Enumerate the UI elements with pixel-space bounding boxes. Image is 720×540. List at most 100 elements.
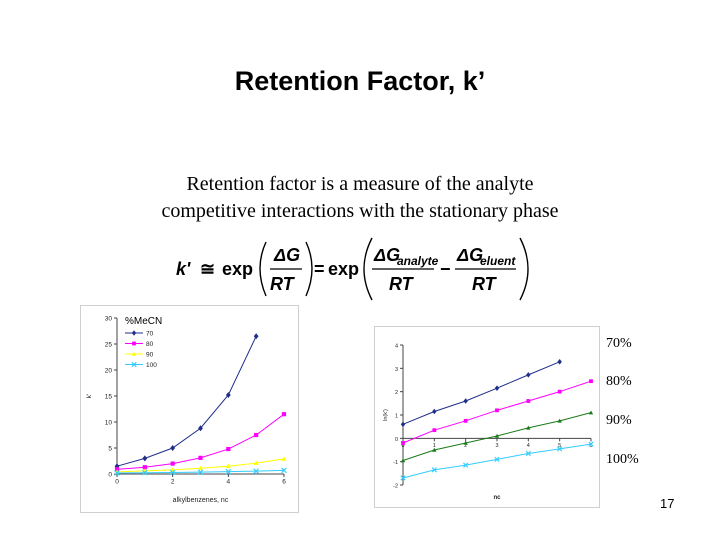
y-tick-label: 20: [105, 368, 113, 375]
formula-rt-1: RT: [270, 274, 296, 294]
data-point-s0-2: [463, 398, 468, 404]
formula-sub-analyte: analyte: [397, 254, 439, 268]
data-point-s1-4: [226, 446, 231, 452]
data-point-s1-6: [281, 412, 287, 417]
data-point-s3-2: [463, 462, 469, 468]
legend-title: %MeCN: [125, 316, 162, 327]
data-point-s1-6: [589, 379, 593, 384]
data-point-s2-0: [400, 458, 406, 463]
data-point-s2-5: [253, 460, 259, 465]
y-tick-label: 15: [105, 394, 113, 401]
data-point-s1-5: [254, 432, 259, 438]
x-tick-label: 6: [282, 479, 286, 486]
formula-equals: =: [314, 259, 325, 279]
formula-delta-g-eluent: ΔG: [456, 245, 483, 265]
series-line-3: [402, 443, 592, 479]
x-tick-label: 4: [227, 479, 231, 486]
data-point-s3-0: [400, 475, 406, 481]
data-point-s1-3: [495, 408, 499, 413]
x-axis-label: alkylbenzenes, nc: [173, 497, 229, 504]
data-point-s1-5: [557, 389, 562, 394]
data-point-s3-1: [142, 469, 148, 476]
data-point-s1-0: [401, 441, 405, 445]
data-point-s3-1: [431, 467, 437, 473]
data-point-s3-6: [281, 467, 287, 474]
y-axis-label: ln(k'): [383, 409, 389, 421]
data-point-s3-5: [557, 446, 563, 452]
data-point-s3-0: [114, 470, 120, 476]
y-tick-label: 25: [105, 342, 113, 349]
side-label-100: 100%: [606, 452, 639, 467]
legend-marker-0: [131, 330, 137, 336]
data-point-s0-5: [253, 333, 259, 340]
x-tick-label: 4: [527, 443, 530, 449]
y-axis-label: k': [86, 394, 93, 399]
data-point-s1-2: [170, 461, 175, 466]
y-tick-label: -1: [393, 460, 398, 466]
data-point-s1-1: [432, 428, 437, 433]
data-point-s1-3: [198, 455, 203, 460]
data-point-s0-0: [114, 463, 120, 470]
y-tick-label: 0: [108, 472, 112, 479]
subtitle-line-1: Retention factor is a measure of the ana…: [186, 173, 534, 195]
formula-exp-2: exp: [328, 259, 359, 279]
y-tick-label: -2: [393, 484, 398, 490]
side-label-70: 70%: [606, 336, 632, 351]
side-label-90: 90%: [606, 413, 632, 428]
chart-k-prime-panel: 0 5 10 15 20 25 30 0 2 4 6 alkylbenzenes, nc k' %MeCN…: [80, 305, 299, 513]
paren-open-2: [363, 237, 373, 301]
x-tick-label: 0: [401, 443, 404, 449]
data-point-s3-2: [169, 469, 176, 476]
data-point-s0-3: [198, 425, 203, 432]
paren-close-1: [305, 241, 313, 297]
x-axis-label: nc: [493, 495, 501, 501]
data-point-s0-5: [557, 359, 562, 365]
x-tick-label: 3: [495, 443, 498, 449]
page-number: 17: [660, 496, 675, 511]
y-tick-label: 5: [108, 446, 112, 453]
data-point-s2-2: [463, 440, 468, 445]
formula-rt-3: RT: [472, 274, 498, 294]
x-tick-label: 2: [464, 443, 467, 449]
data-point-s2-3: [198, 465, 203, 471]
data-point-s1-2: [463, 418, 468, 423]
data-point-s1-1: [142, 465, 147, 470]
side-label-80: 80%: [606, 374, 632, 389]
x-tick-label: 0: [115, 479, 119, 486]
x-tick-label: 2: [171, 479, 175, 486]
chart-ln-k: -2 -1 0 1 2 3 4 0 1 2 3 4 5 6 nc ln(k'): [383, 344, 594, 501]
formula-rt-2: RT: [389, 274, 415, 294]
series-line-0: [116, 335, 257, 467]
data-point-s0-3: [494, 385, 500, 391]
y-tick-label: 0: [395, 437, 398, 443]
formula-delta-g-analyte: ΔG: [373, 245, 400, 265]
chart-k-prime: 0 5 10 15 20 25 30 0 2 4 6 alkylbenzenes, nc k' %MeCN…: [86, 316, 287, 504]
series-line-0: [402, 361, 560, 425]
paren-close-2: [519, 237, 529, 301]
legend-marker-1: [132, 341, 136, 346]
formula-approx: ≅: [200, 259, 215, 279]
paren-open-1: [259, 241, 267, 297]
y-tick-label: 10: [105, 420, 113, 427]
data-point-s3-3: [494, 456, 500, 462]
y-tick-label: 3: [395, 367, 398, 373]
formula-exp-1: exp: [222, 259, 253, 279]
legend-label-3: 100: [146, 362, 157, 369]
slide-subtitle: Retention factor is a measure of the ana…: [90, 171, 630, 225]
subtitle-line-2: competitive interactions with the statio…: [161, 200, 559, 222]
data-point-s2-4: [526, 425, 531, 430]
data-point-s0-1: [142, 455, 148, 462]
legend-label-0: 70: [146, 331, 154, 338]
x-tick-label: 1: [433, 443, 436, 449]
data-point-s2-3: [494, 433, 500, 438]
legend-label-2: 90: [146, 352, 154, 359]
data-point-s0-0: [400, 421, 406, 428]
data-point-s1-0: [114, 467, 120, 472]
formula-sub-eluent: eluent: [480, 254, 516, 268]
legend-marker-2: [131, 351, 137, 356]
data-point-s0-4: [526, 372, 531, 378]
data-point-s2-5: [557, 418, 562, 423]
data-point-s3-6: [588, 441, 594, 447]
data-point-s2-4: [225, 463, 231, 469]
x-tick-label: 6: [589, 443, 592, 449]
